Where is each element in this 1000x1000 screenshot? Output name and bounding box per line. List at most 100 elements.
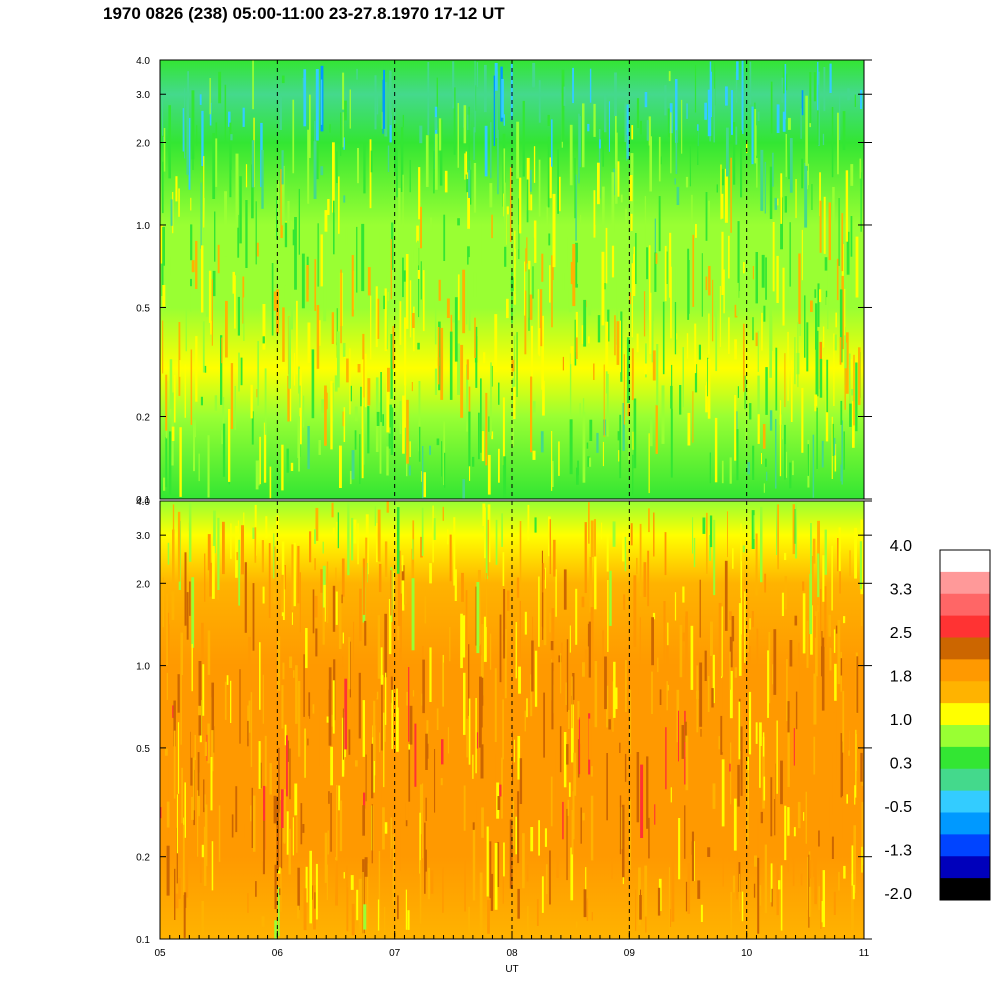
texture-streak bbox=[409, 159, 411, 193]
texture-streak bbox=[396, 132, 398, 198]
texture-streak bbox=[476, 800, 480, 847]
texture-streak bbox=[478, 412, 480, 460]
texture-streak bbox=[587, 456, 590, 467]
texture-streak bbox=[200, 396, 203, 406]
texture-streak bbox=[814, 616, 816, 638]
texture-streak bbox=[320, 569, 323, 593]
texture-streak bbox=[203, 779, 205, 813]
texture-streak bbox=[309, 850, 312, 924]
texture-streak bbox=[338, 581, 342, 649]
texture-streak bbox=[608, 719, 611, 730]
texture-streak bbox=[860, 172, 862, 232]
texture-streak bbox=[318, 440, 321, 455]
texture-streak bbox=[309, 702, 311, 719]
texture-streak bbox=[330, 381, 333, 450]
texture-streak bbox=[339, 800, 343, 852]
texture-streak bbox=[612, 521, 616, 547]
texture-streak bbox=[191, 260, 195, 273]
colorbar-label: 3.3 bbox=[890, 582, 912, 599]
texture-streak bbox=[351, 517, 354, 561]
texture-streak bbox=[363, 143, 366, 194]
texture-streak bbox=[538, 576, 540, 647]
texture-streak bbox=[620, 311, 623, 382]
texture-streak bbox=[757, 331, 759, 372]
texture-streak bbox=[702, 517, 706, 534]
texture-streak bbox=[639, 523, 642, 597]
texture-streak bbox=[377, 721, 380, 764]
texture-streak bbox=[348, 729, 351, 755]
texture-streak bbox=[673, 817, 675, 824]
texture-streak bbox=[314, 595, 318, 618]
texture-streak bbox=[401, 580, 405, 611]
texture-streak bbox=[314, 259, 317, 311]
texture-streak bbox=[408, 667, 410, 742]
texture-streak bbox=[400, 127, 404, 192]
texture-streak bbox=[386, 446, 389, 476]
texture-streak bbox=[615, 132, 618, 204]
texture-streak bbox=[561, 642, 563, 712]
texture-streak bbox=[184, 364, 186, 418]
texture-streak bbox=[374, 506, 377, 526]
texture-streak bbox=[648, 245, 651, 321]
texture-streak bbox=[651, 289, 654, 363]
texture-streak bbox=[422, 783, 424, 859]
texture-streak bbox=[392, 834, 395, 906]
texture-streak bbox=[794, 509, 796, 544]
texture-streak bbox=[779, 400, 782, 477]
texture-streak bbox=[261, 150, 264, 209]
texture-streak bbox=[494, 314, 498, 372]
texture-streak bbox=[817, 61, 819, 111]
texture-streak bbox=[475, 698, 477, 774]
texture-streak bbox=[481, 677, 484, 728]
texture-streak bbox=[602, 130, 604, 167]
texture-streak bbox=[307, 129, 310, 204]
texture-streak bbox=[284, 222, 288, 248]
colorbar-swatch bbox=[940, 571, 990, 595]
texture-streak bbox=[303, 888, 307, 931]
texture-streak bbox=[207, 630, 211, 675]
texture-streak bbox=[665, 727, 667, 790]
texture-streak bbox=[211, 279, 213, 346]
texture-streak bbox=[849, 550, 851, 577]
texture-streak bbox=[442, 869, 444, 913]
texture-streak bbox=[487, 504, 491, 563]
texture-streak bbox=[562, 273, 565, 291]
texture-streak bbox=[480, 744, 484, 779]
texture-streak bbox=[861, 846, 863, 873]
texture-streak bbox=[588, 718, 592, 760]
texture-streak bbox=[432, 505, 434, 563]
texture-streak bbox=[776, 503, 778, 555]
texture-streak bbox=[499, 784, 502, 797]
texture-streak bbox=[433, 150, 435, 194]
texture-streak bbox=[377, 615, 380, 679]
texture-streak bbox=[422, 659, 425, 714]
texture-streak bbox=[376, 411, 380, 426]
texture-streak bbox=[254, 527, 257, 563]
texture-streak bbox=[320, 79, 323, 125]
texture-streak bbox=[626, 104, 629, 159]
texture-streak bbox=[716, 184, 718, 193]
texture-streak bbox=[822, 555, 825, 602]
texture-streak bbox=[363, 405, 365, 465]
texture-streak bbox=[182, 824, 185, 893]
texture-streak bbox=[280, 169, 283, 238]
texture-streak bbox=[737, 221, 740, 292]
texture-streak bbox=[212, 270, 216, 297]
texture-streak bbox=[184, 552, 187, 626]
texture-streak bbox=[843, 431, 845, 470]
texture-streak bbox=[713, 519, 716, 596]
texture-streak bbox=[619, 795, 622, 855]
texture-streak bbox=[485, 506, 488, 579]
texture-streak bbox=[454, 297, 458, 362]
texture-streak bbox=[322, 607, 325, 645]
texture-streak bbox=[384, 541, 388, 577]
texture-streak bbox=[515, 267, 518, 294]
texture-streak bbox=[849, 403, 852, 427]
texture-streak bbox=[551, 662, 554, 730]
texture-streak bbox=[613, 753, 616, 826]
texture-streak bbox=[164, 748, 168, 756]
texture-streak bbox=[235, 525, 238, 578]
texture-streak bbox=[424, 596, 427, 624]
texture-streak bbox=[690, 625, 694, 690]
texture-streak bbox=[675, 264, 678, 305]
